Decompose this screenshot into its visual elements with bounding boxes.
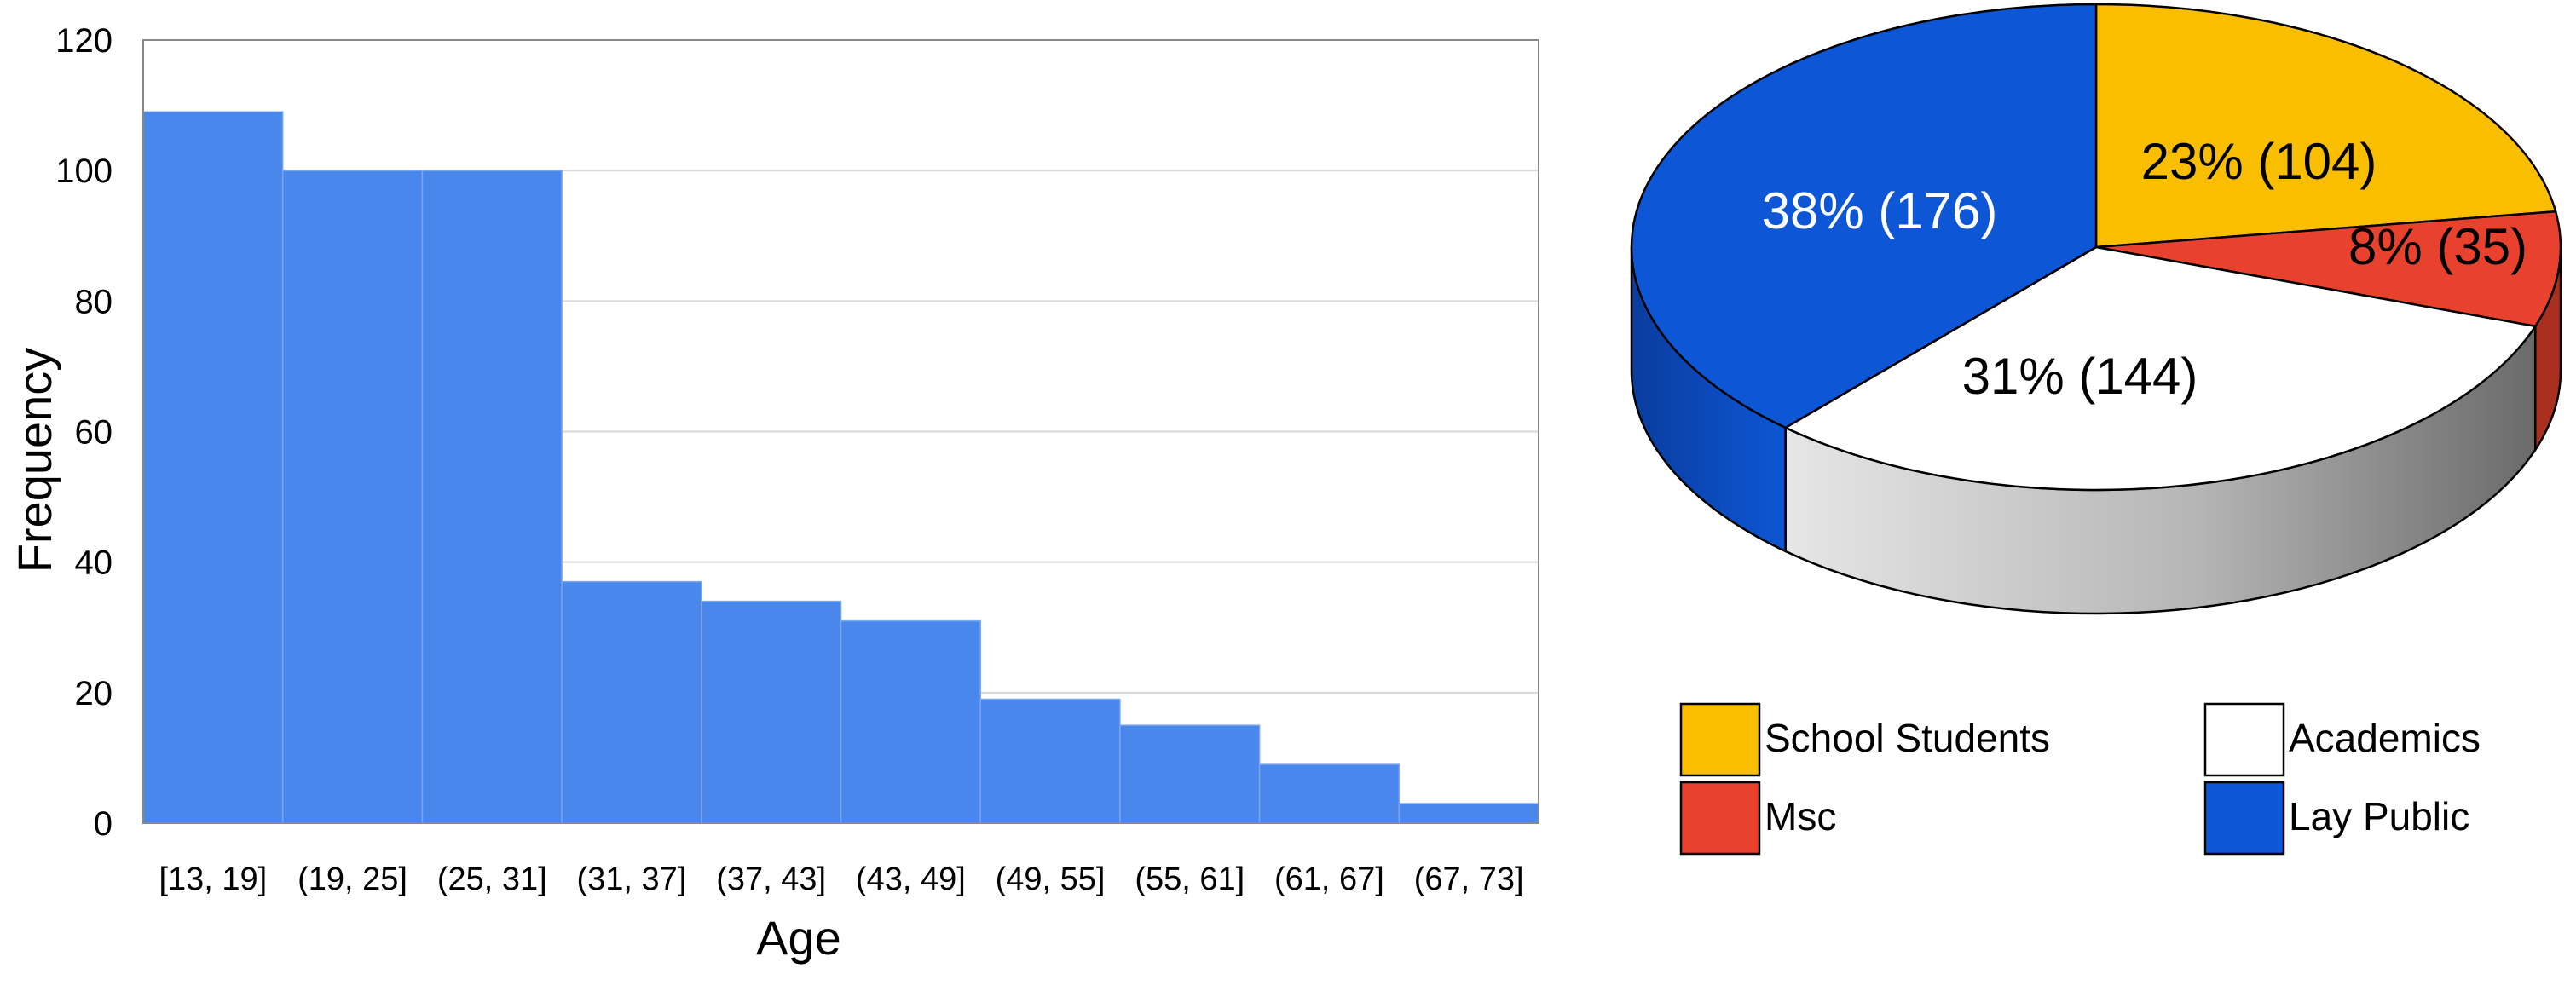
pie-slice-label: 31% (144) bbox=[1962, 348, 2198, 405]
x-tick-label: (25, 31] bbox=[437, 861, 547, 897]
histogram-bar bbox=[421, 170, 563, 824]
x-tick-label: (43, 49] bbox=[856, 861, 966, 897]
pie-legend: School Students Academics Msc Lay Public bbox=[1679, 702, 2481, 856]
histogram-plot-frame bbox=[142, 39, 1539, 824]
histogram-bars bbox=[142, 111, 1539, 824]
legend-swatch bbox=[2203, 702, 2285, 777]
legend-swatch bbox=[2203, 781, 2285, 856]
y-tick-label: 20 bbox=[75, 675, 113, 712]
histogram-bar bbox=[1258, 763, 1401, 824]
x-tick-label: [13, 19] bbox=[159, 861, 267, 897]
pie-slice bbox=[1782, 245, 2538, 492]
x-tick-label: (31, 37] bbox=[577, 861, 687, 897]
histogram-bar bbox=[979, 698, 1121, 824]
x-tick-label: (67, 73] bbox=[1414, 861, 1524, 897]
x-tick-label: (61, 67] bbox=[1274, 861, 1384, 897]
legend-label: Msc bbox=[1765, 794, 1836, 838]
y-tick-label: 100 bbox=[55, 153, 113, 190]
x-tick-label: (19, 25] bbox=[297, 861, 407, 897]
histogram-x-ticks: [13, 19] (19, 25] (25, 31] (31, 37] (37, 43]… bbox=[159, 861, 1523, 897]
pie-slice-label: 8% (35) bbox=[2348, 218, 2527, 275]
legend-label: Lay Public bbox=[2289, 794, 2469, 838]
histogram-bar bbox=[142, 111, 284, 824]
x-tick-label: (37, 43] bbox=[716, 861, 826, 897]
histogram-bar bbox=[281, 170, 424, 824]
x-tick-label: (55, 61] bbox=[1135, 861, 1245, 897]
x-tick-label: (49, 55] bbox=[996, 861, 1106, 897]
x-axis-label: Age bbox=[756, 911, 841, 965]
legend-swatch bbox=[1679, 702, 1761, 777]
legend-label: Academics bbox=[2289, 716, 2481, 760]
histogram-chart: 0 20 40 60 80 100 120 [13, 19] (19, 25] (25, 31]… bbox=[8, 22, 1539, 965]
pie-chart: 23% (104) 8% (35) 31% (144) 38% (176) bbox=[1630, 3, 2562, 615]
pie-slices bbox=[1630, 3, 2562, 492]
y-axis-label: Frequency bbox=[8, 348, 61, 573]
pie-slice-labels: 23% (104) 8% (35) 31% (144) 38% (176) bbox=[1762, 133, 2527, 405]
y-tick-label: 80 bbox=[75, 283, 113, 320]
legend-swatch bbox=[1679, 781, 1761, 856]
pie-slice bbox=[2095, 210, 2562, 328]
y-tick-label: 0 bbox=[94, 805, 113, 843]
histogram-bar bbox=[840, 619, 981, 824]
histogram-bar bbox=[701, 600, 842, 824]
histogram-bar bbox=[1119, 724, 1261, 824]
histogram-bar bbox=[561, 580, 702, 824]
histogram-bar bbox=[1398, 803, 1539, 824]
y-tick-label: 60 bbox=[75, 414, 113, 452]
pie-slice-label: 23% (104) bbox=[2141, 133, 2377, 190]
y-tick-label: 120 bbox=[55, 22, 113, 60]
legend-label: School Students bbox=[1765, 716, 2050, 760]
pie-slice-label: 38% (176) bbox=[1762, 182, 1998, 239]
y-tick-label: 40 bbox=[75, 544, 113, 582]
pie-slice bbox=[2094, 3, 2557, 249]
pie-slice bbox=[1630, 3, 2098, 429]
histogram-y-ticks: 0 20 40 60 80 100 120 bbox=[55, 22, 113, 843]
